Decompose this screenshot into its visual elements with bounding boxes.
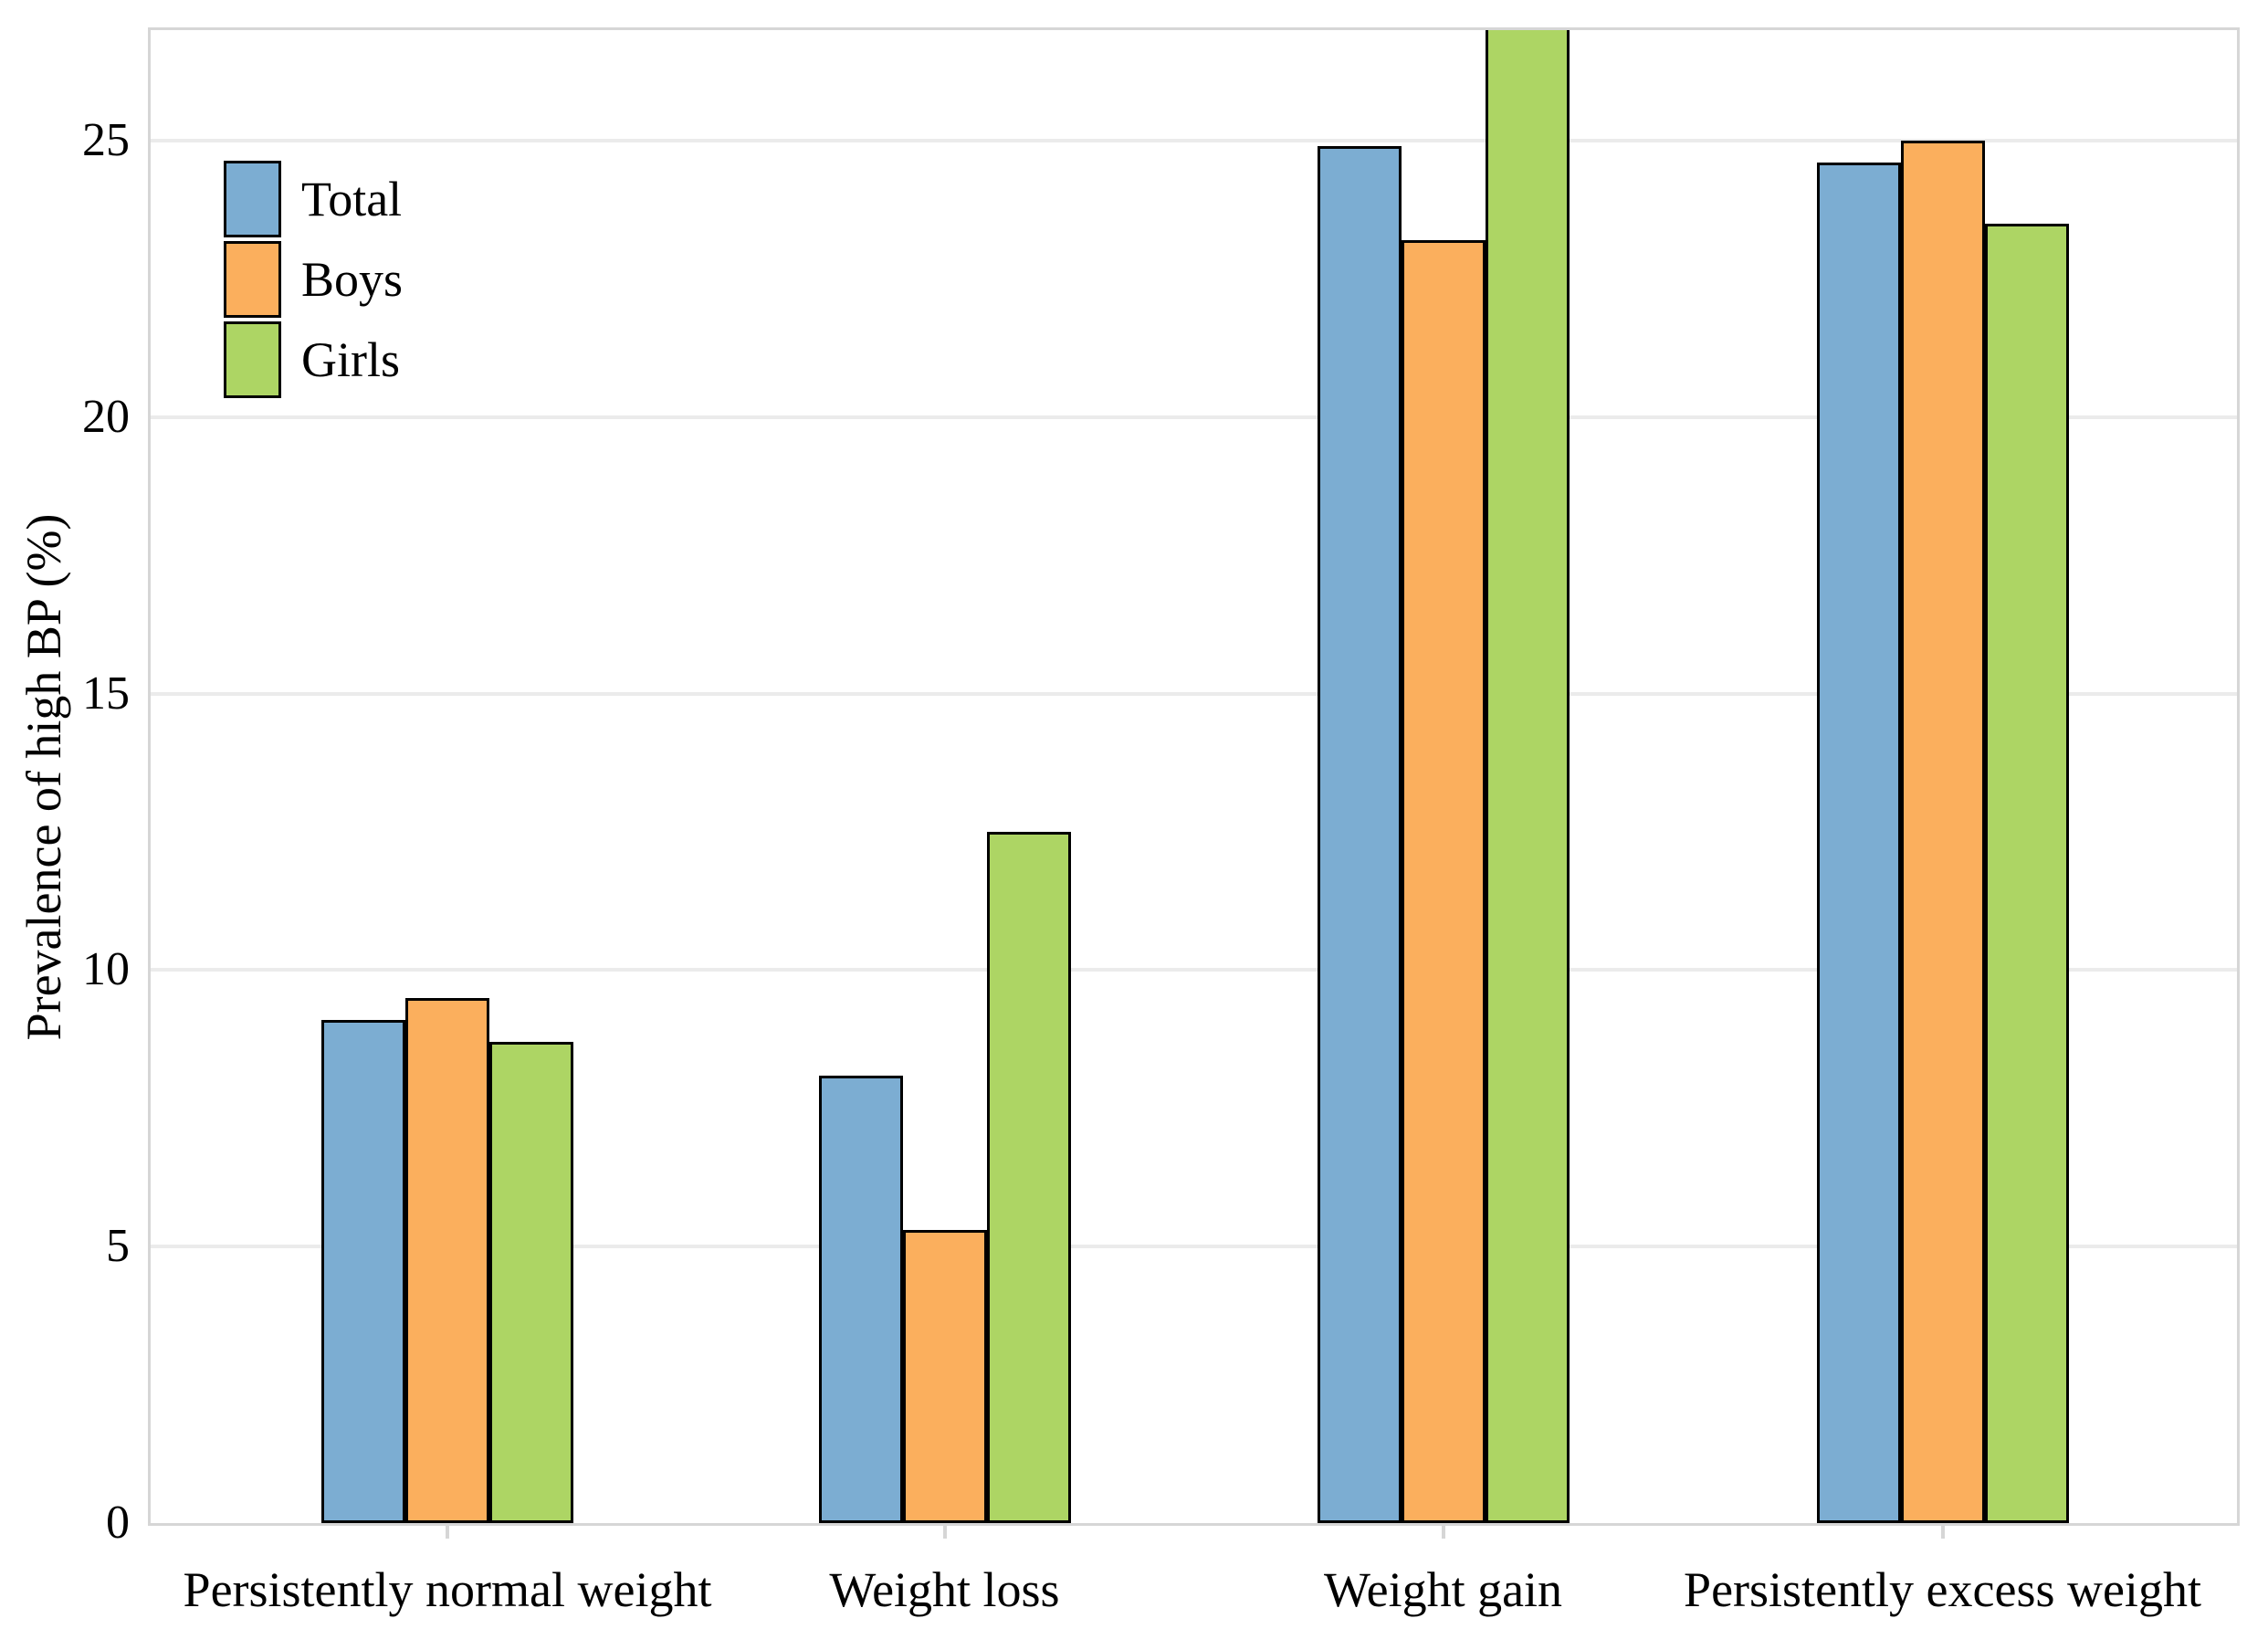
category-label-0: Persistently normal weight — [183, 1562, 712, 1617]
legend-item-girls: Girls — [224, 321, 403, 398]
bar-total-2 — [1317, 146, 1402, 1523]
gridline — [151, 415, 2237, 419]
legend-label: Total — [301, 172, 403, 226]
bar-total-0 — [321, 1019, 405, 1523]
legend-item-total: Total — [224, 161, 403, 237]
legend: Total Boys Girls — [224, 161, 403, 402]
x-tick-mark — [942, 1526, 947, 1539]
legend-item-boys: Boys — [224, 241, 403, 318]
category-label-3: Persistently excess weight — [1684, 1562, 2201, 1617]
legend-label: Boys — [301, 252, 404, 307]
bar-boys-0 — [405, 997, 489, 1523]
gridline — [151, 691, 2237, 696]
bar-boys-1 — [902, 1230, 987, 1523]
bar-boys-3 — [1900, 141, 1985, 1523]
bar-boys-2 — [1401, 240, 1486, 1523]
y-tick-label-25: 25 — [82, 114, 130, 167]
y-tick-label-0: 0 — [106, 1497, 130, 1549]
category-label-1: Weight loss — [829, 1562, 1060, 1617]
gridline — [151, 968, 2237, 972]
bar-total-3 — [1816, 163, 1901, 1523]
bar-girls-3 — [1984, 223, 2069, 1523]
plot-area — [148, 27, 2240, 1526]
y-tick-label-15: 15 — [82, 667, 130, 720]
legend-swatch-girls — [224, 321, 281, 398]
bar-total-1 — [818, 1075, 903, 1523]
gridline — [151, 1245, 2237, 1249]
y-tick-label-5: 5 — [106, 1220, 130, 1273]
legend-swatch-total — [224, 161, 281, 237]
x-tick-mark — [446, 1526, 449, 1539]
gridline — [151, 139, 2237, 143]
bar-girls-2 — [1485, 30, 1570, 1523]
bar-girls-1 — [986, 832, 1071, 1523]
bar-girls-0 — [489, 1042, 573, 1523]
category-label-2: Weight gain — [1323, 1562, 1563, 1617]
legend-swatch-boys — [224, 241, 281, 318]
x-tick-mark — [1940, 1526, 1945, 1539]
x-tick-mark — [1441, 1526, 1445, 1539]
y-tick-label-20: 20 — [82, 390, 130, 443]
legend-label: Girls — [301, 332, 400, 387]
y-tick-label-10: 10 — [82, 943, 130, 996]
